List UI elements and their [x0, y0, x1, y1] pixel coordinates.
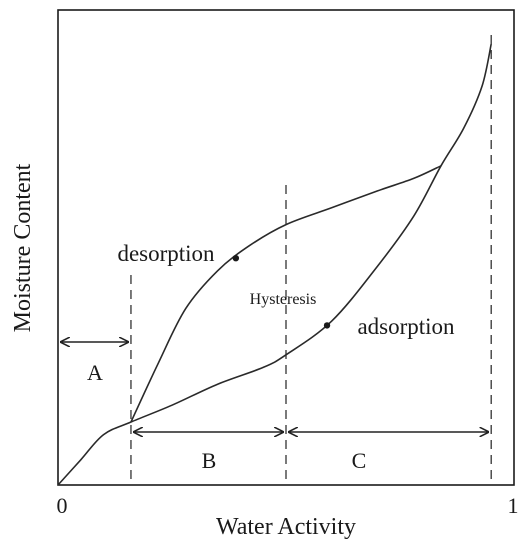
- region-label-b: B: [202, 448, 217, 473]
- plot-frame: [57, 9, 515, 486]
- x-tick-label-0: 0: [57, 493, 68, 518]
- x-axis-label: Water Activity: [216, 514, 356, 540]
- annotation-adsorption: adsorption: [357, 314, 455, 339]
- direction-marker-1: [323, 322, 331, 329]
- annotation-hysteresis: Hysteresis: [250, 291, 317, 308]
- region-boundaries: [130, 35, 492, 485]
- region-label-c: C: [352, 448, 367, 473]
- region-label-a: A: [87, 360, 103, 385]
- region-arrows: [61, 342, 488, 432]
- series-line-adsorption: [57, 43, 492, 486]
- direction-marker-0: [232, 255, 240, 262]
- isotherm-curves: [57, 43, 492, 486]
- annotation-desorption: desorption: [117, 241, 215, 266]
- x-tick-label-1: 1: [508, 493, 519, 518]
- series-line-desorption: [130, 165, 442, 423]
- y-axis-label: Moisture Content: [10, 163, 36, 332]
